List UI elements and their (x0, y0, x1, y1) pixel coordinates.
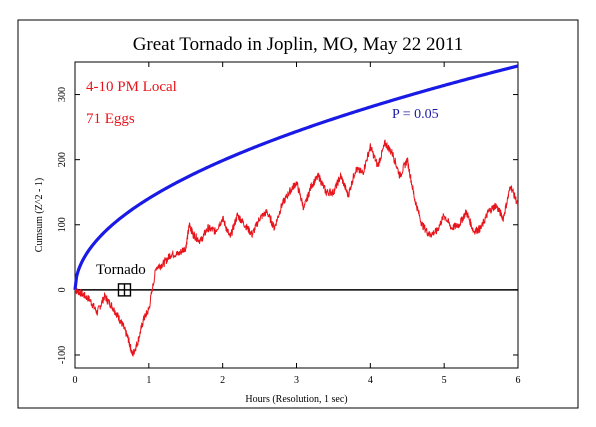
time-window-label: 4-10 PM Local (86, 79, 177, 95)
y-axis-label: Cumsum (Z^2 - 1) (34, 178, 45, 252)
x-tick-label: 3 (294, 375, 299, 386)
figure-border (17, 19, 579, 409)
series-layer (73, 64, 519, 357)
y-tick-label: 100 (57, 217, 68, 232)
x-tick-label: 4 (368, 375, 373, 386)
x-tick-label: 0 (73, 375, 78, 386)
x-tick-label: 2 (220, 375, 225, 386)
event-marker (117, 283, 132, 297)
x-tick-label: 5 (442, 375, 447, 386)
y-tick-label: 300 (57, 87, 68, 102)
x-axis-label: Hours (Resolution, 1 sec) (245, 394, 347, 405)
x-tick-label: 6 (516, 375, 521, 386)
x-tick-label: 1 (146, 375, 151, 386)
chart-title: Great Tornado in Joplin, MO, May 22 2011 (133, 34, 464, 55)
p-value-label: P = 0.05 (392, 107, 439, 122)
cumulative-deviation-line (74, 139, 519, 357)
y-tick-label: 200 (57, 152, 68, 167)
p05-envelope-line (73, 64, 519, 291)
y-tick-label: -100 (57, 346, 68, 364)
y-tick-label: 0 (57, 287, 68, 292)
axis-ticks: 0 1 2 3 4 5 6 -100 0 100 200 300 (57, 62, 521, 386)
event-label: Tornado (96, 262, 146, 278)
eggs-label: 71 Eggs (86, 111, 135, 127)
